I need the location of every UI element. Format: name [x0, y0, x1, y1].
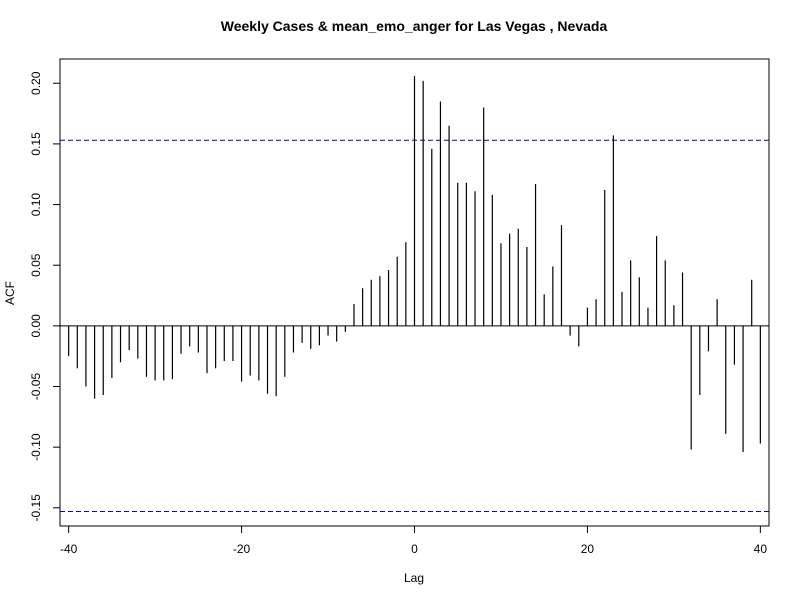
y-tick-label: 0.10: [29, 193, 43, 217]
x-tick-label: 20: [581, 542, 595, 556]
x-tick-label: 40: [754, 542, 768, 556]
chart-title: Weekly Cases & mean_emo_anger for Las Ve…: [221, 18, 608, 34]
x-tick-label: 0: [411, 542, 418, 556]
y-tick-label: 0.00: [29, 314, 43, 338]
y-tick-label: 0.20: [29, 71, 43, 95]
confidence-lines: [60, 139, 769, 512]
x-tick-label: -40: [60, 542, 78, 556]
y-tick-label: 0.15: [29, 132, 43, 156]
y-tick-label: -0.10: [29, 433, 43, 461]
y-axis-label: ACF: [3, 281, 17, 305]
x-axis-ticks: -40 -20 0 20 40: [60, 526, 767, 556]
x-tick-label: -20: [233, 542, 251, 556]
y-axis-ticks: -0.15 -0.10 -0.05 0.00 0.05 0.10 0.15 0.20: [29, 71, 60, 521]
y-tick-label: -0.05: [29, 373, 43, 401]
y-tick-label: -0.15: [29, 494, 43, 522]
y-tick-label: 0.05: [29, 253, 43, 277]
acf-bars: [60, 75, 769, 453]
x-axis-label: Lag: [404, 571, 424, 585]
